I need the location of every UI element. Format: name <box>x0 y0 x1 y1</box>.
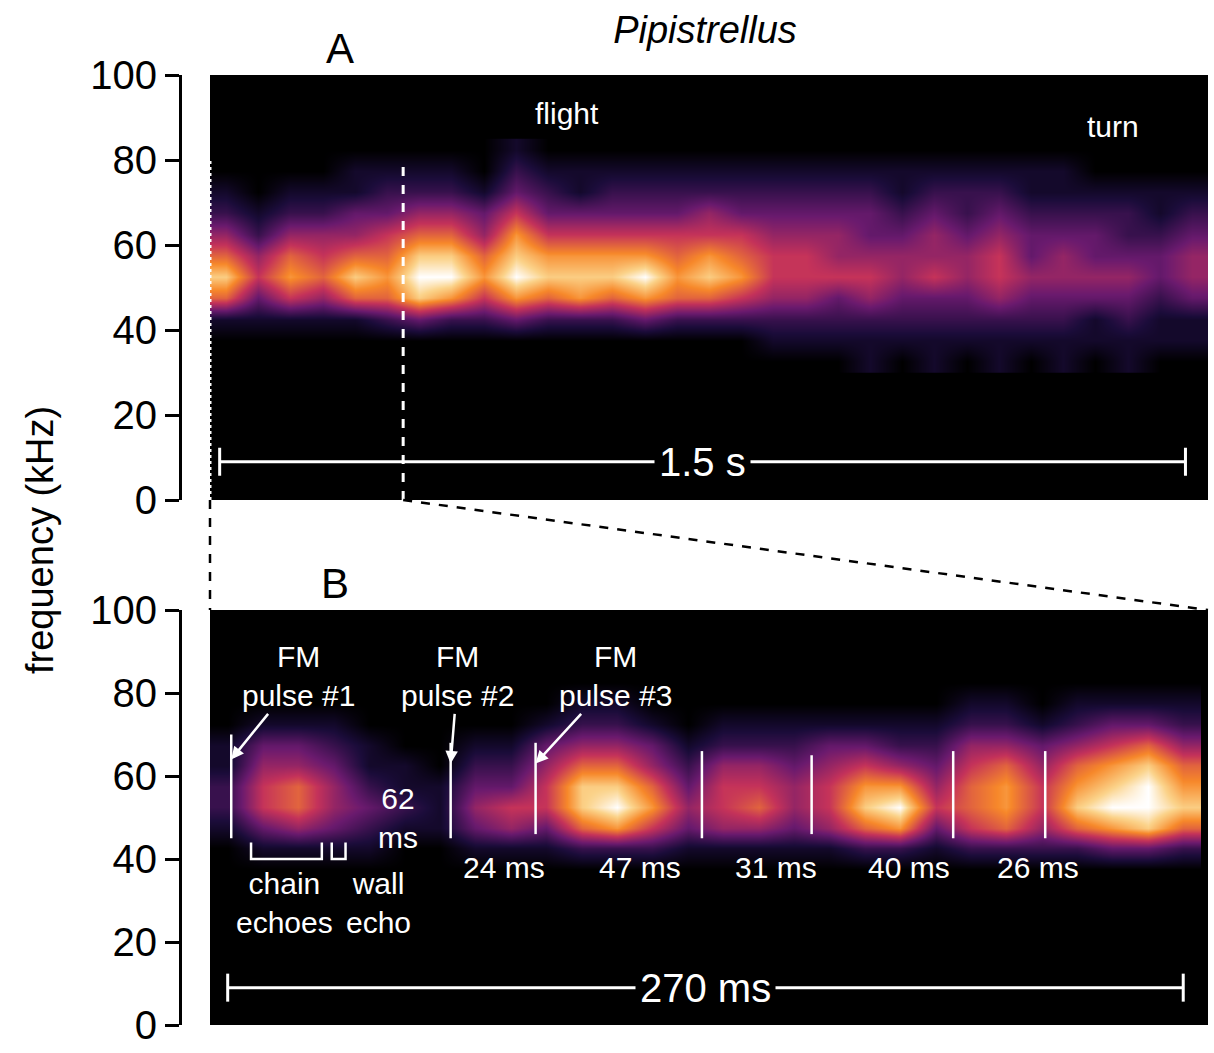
svg-text:flight: flight <box>535 97 599 130</box>
svg-text:turn: turn <box>1087 110 1139 143</box>
svg-text:100: 100 <box>90 588 157 632</box>
svg-text:chainechoes: chainechoes <box>236 867 333 939</box>
svg-text:FMpulse #1: FMpulse #1 <box>242 640 355 712</box>
svg-text:26 ms: 26 ms <box>997 851 1079 884</box>
svg-text:24 ms: 24 ms <box>463 851 545 884</box>
svg-text:47 ms: 47 ms <box>599 851 681 884</box>
svg-text:frequency (kHz): frequency (kHz) <box>19 406 61 674</box>
svg-text:Pipistrellus: Pipistrellus <box>613 9 797 51</box>
svg-text:FMpulse #2: FMpulse #2 <box>401 640 514 712</box>
svg-text:20: 20 <box>113 920 158 964</box>
svg-text:FMpulse #3: FMpulse #3 <box>559 640 672 712</box>
svg-text:40: 40 <box>113 837 158 881</box>
svg-text:0: 0 <box>135 478 157 522</box>
svg-text:60: 60 <box>113 223 158 267</box>
svg-text:B: B <box>321 560 349 607</box>
svg-text:80: 80 <box>113 138 158 182</box>
svg-text:60: 60 <box>113 754 158 798</box>
svg-text:wallecho: wallecho <box>346 867 411 939</box>
svg-text:A: A <box>326 25 354 72</box>
svg-text:80: 80 <box>113 671 158 715</box>
svg-text:40 ms: 40 ms <box>868 851 950 884</box>
svg-text:0: 0 <box>135 1003 157 1047</box>
svg-text:100: 100 <box>90 53 157 97</box>
svg-text:20: 20 <box>113 393 158 437</box>
svg-text:1.5 s: 1.5 s <box>659 440 746 484</box>
svg-text:270 ms: 270 ms <box>640 966 771 1010</box>
svg-text:40: 40 <box>113 308 158 352</box>
svg-text:31 ms: 31 ms <box>735 851 817 884</box>
svg-text:62ms: 62ms <box>378 782 418 854</box>
